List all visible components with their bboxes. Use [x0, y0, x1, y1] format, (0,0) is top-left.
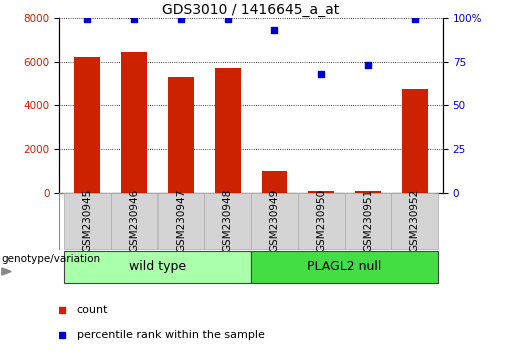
Bar [215, 68, 241, 193]
Bar [402, 89, 427, 193]
Point [177, 17, 185, 22]
Point [410, 17, 419, 22]
Text: GSM230949: GSM230949 [269, 188, 280, 252]
Polygon shape [2, 268, 11, 275]
FancyBboxPatch shape [158, 194, 204, 249]
FancyBboxPatch shape [391, 194, 438, 249]
FancyBboxPatch shape [251, 194, 298, 249]
Bar [308, 191, 334, 193]
Text: GSM230950: GSM230950 [316, 189, 326, 252]
FancyBboxPatch shape [204, 194, 251, 249]
Text: GSM230947: GSM230947 [176, 188, 186, 252]
FancyBboxPatch shape [251, 251, 438, 283]
Bar [168, 77, 194, 193]
Text: GSM230945: GSM230945 [82, 188, 92, 252]
Point [83, 17, 92, 22]
FancyBboxPatch shape [64, 251, 251, 283]
Text: GSM230948: GSM230948 [222, 188, 233, 252]
Point [224, 17, 232, 22]
Point [130, 17, 138, 22]
FancyBboxPatch shape [111, 194, 158, 249]
Text: count: count [77, 305, 108, 315]
Point [317, 71, 325, 76]
Bar [121, 52, 147, 193]
FancyBboxPatch shape [345, 194, 391, 249]
Text: genotype/variation: genotype/variation [2, 255, 101, 264]
Text: wild type: wild type [129, 260, 186, 273]
Text: GSM230952: GSM230952 [410, 188, 420, 252]
Bar [355, 191, 381, 193]
Point [364, 62, 372, 68]
Point [270, 27, 279, 33]
Text: GSM230951: GSM230951 [363, 188, 373, 252]
Text: GSM230946: GSM230946 [129, 188, 139, 252]
Text: PLAGL2 null: PLAGL2 null [307, 260, 382, 273]
FancyBboxPatch shape [64, 194, 111, 249]
Bar [75, 57, 100, 193]
Text: percentile rank within the sample: percentile rank within the sample [77, 330, 265, 339]
Bar [262, 171, 287, 193]
FancyBboxPatch shape [298, 194, 345, 249]
Title: GDS3010 / 1416645_a_at: GDS3010 / 1416645_a_at [162, 3, 340, 17]
